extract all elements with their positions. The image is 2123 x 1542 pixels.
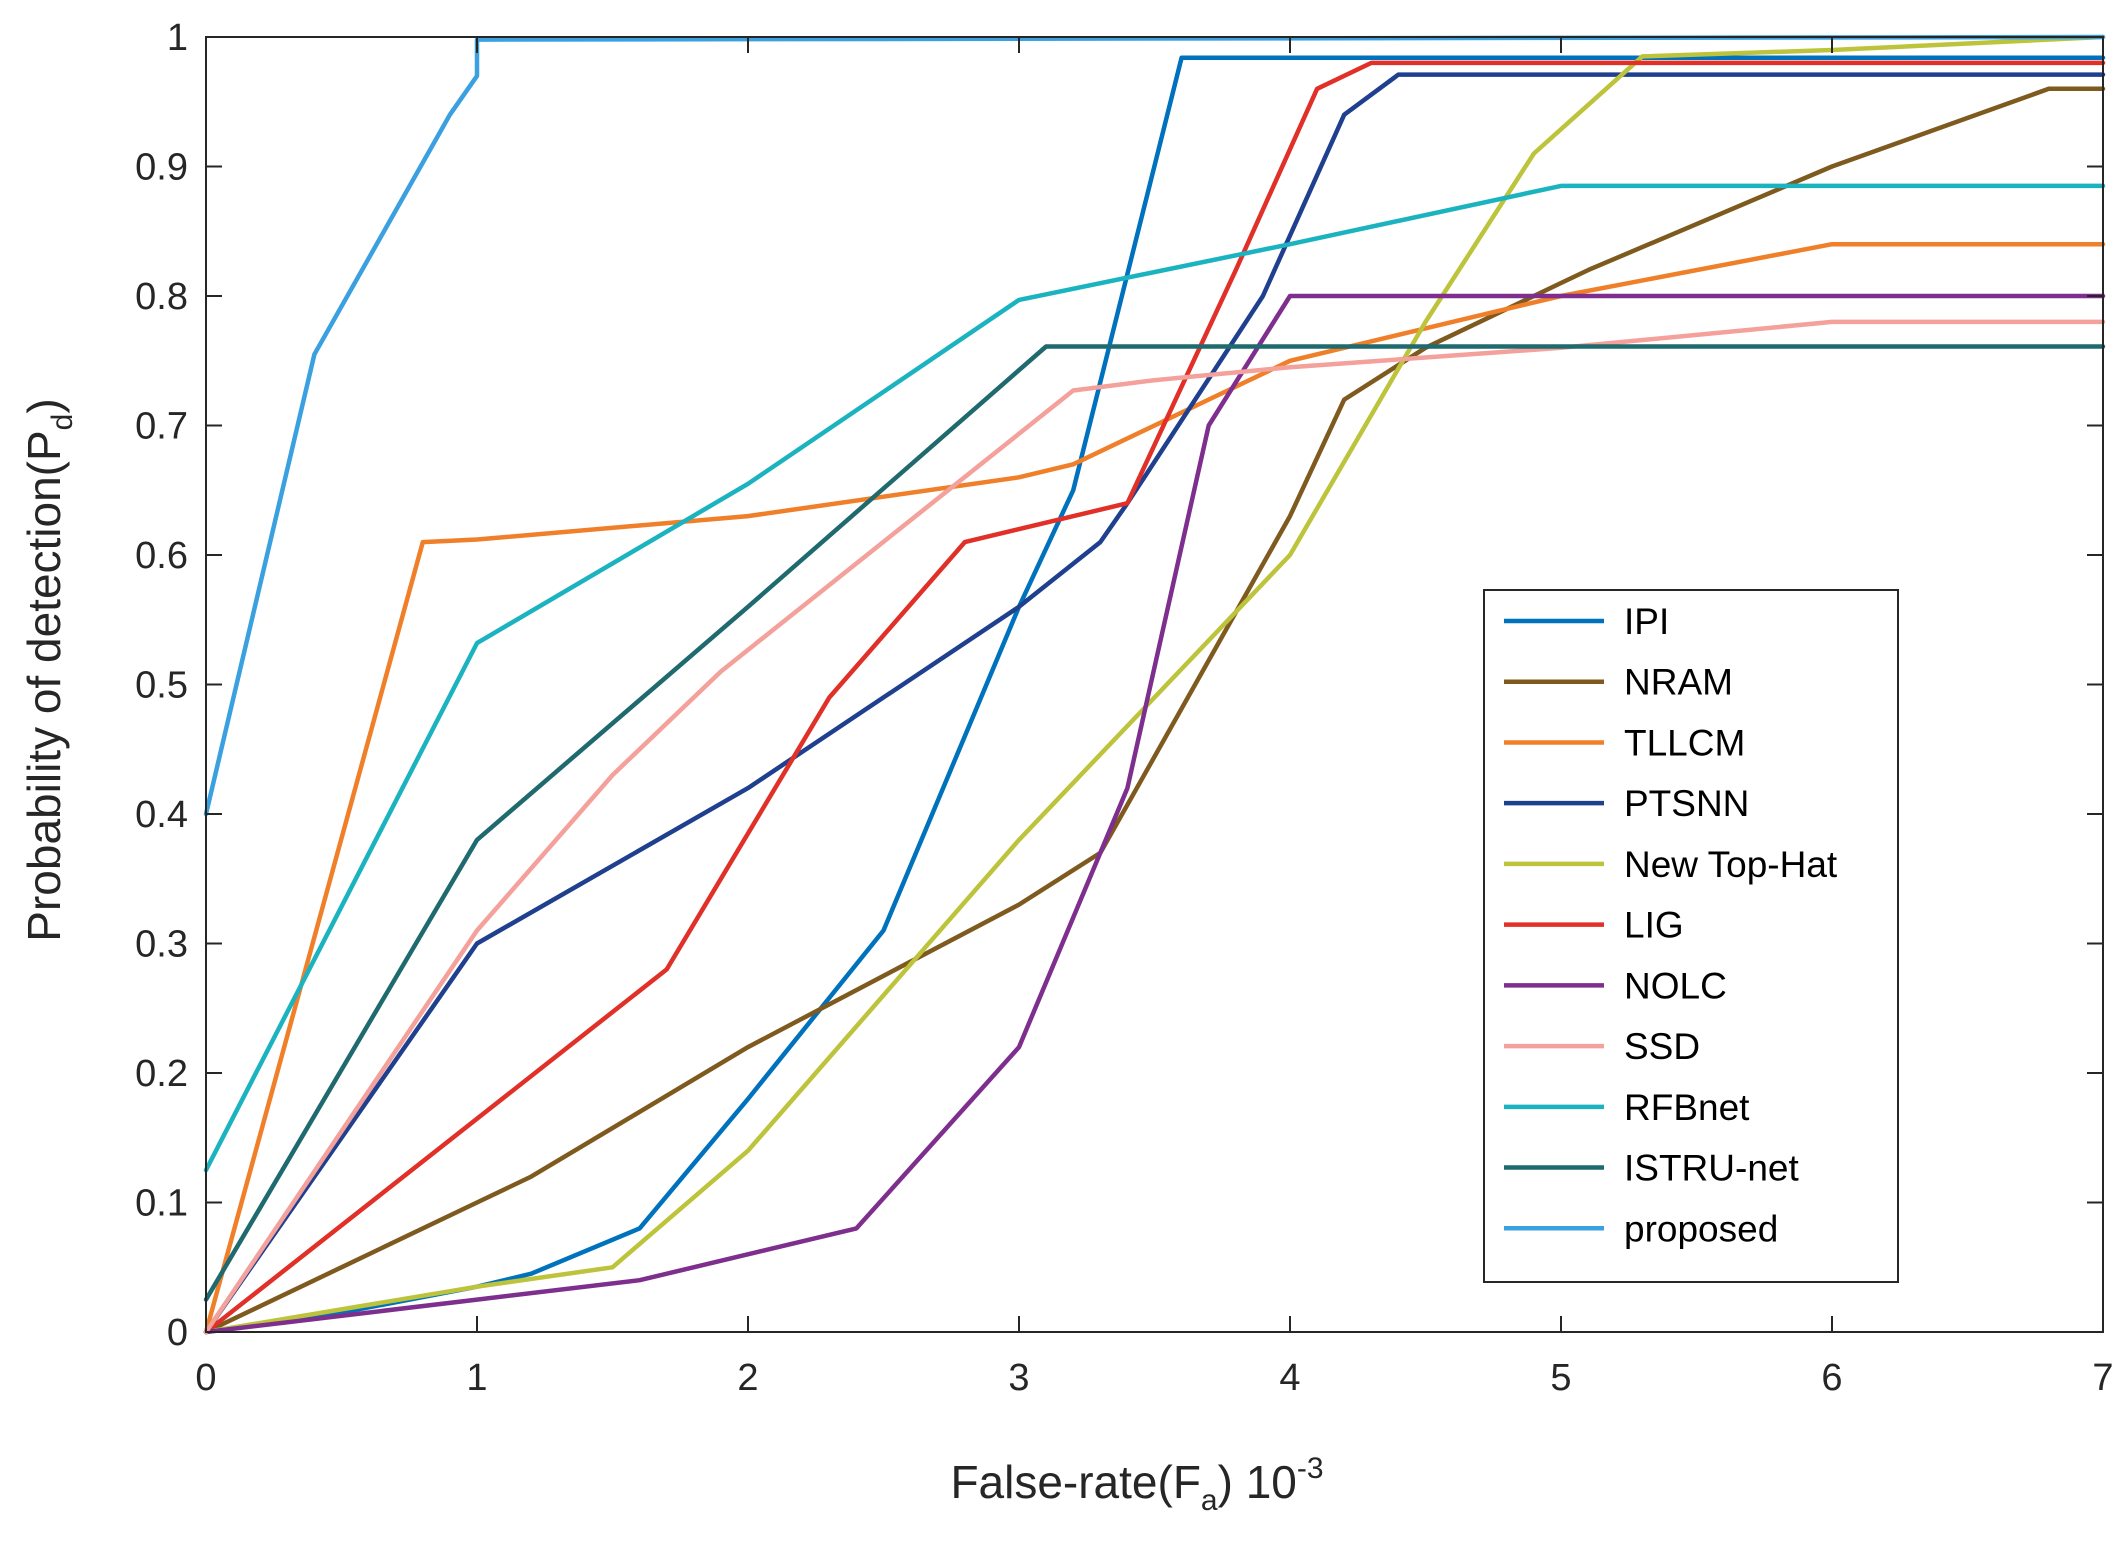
legend-label-proposed: proposed	[1624, 1208, 1778, 1249]
x-axis-label-main: False-rate(F	[950, 1456, 1200, 1508]
legend-label-new-top-hat: New Top-Hat	[1624, 844, 1838, 885]
y-axis-ticks: 0 0.1 0.2 0.3 0.4 0.5 0.6 0.7 0.8 0.9 1	[135, 17, 2103, 1354]
series-line-ptsnn	[203, 72, 2106, 1335]
legend-label-ptsnn: PTSNN	[1624, 783, 1749, 824]
series-line-istru-net	[203, 344, 2106, 1302]
x-axis-label-subscript: a	[1201, 1484, 1218, 1517]
x-tick-label: 0	[195, 1357, 216, 1399]
y-tick-label: 1	[167, 17, 188, 59]
y-tick-label: 0.8	[135, 276, 188, 318]
y-tick-label: 0.4	[135, 794, 188, 836]
series-layer	[203, 34, 2106, 1335]
x-tick-label: 2	[737, 1357, 758, 1399]
series-line-tllcm	[203, 241, 2106, 1335]
series-line-ssd	[203, 319, 2106, 1335]
y-tick-label: 0.1	[135, 1183, 188, 1225]
y-tick-label: 0.7	[135, 406, 188, 448]
y-axis-label-subscript: d	[46, 414, 79, 431]
x-tick-label: 1	[466, 1357, 487, 1399]
legend: IPI NRAM TLLCM PTSNN New Top-Hat LIG NOLC SSD RF…	[1483, 589, 1899, 1283]
series-line-new-top-hat	[203, 34, 2106, 1335]
y-tick-label: 0	[167, 1312, 188, 1354]
legend-label-ssd: SSD	[1624, 1026, 1700, 1067]
x-tick-label: 7	[2092, 1357, 2113, 1399]
y-axis-label: Probability of detection(Pd)	[18, 398, 79, 941]
y-tick-label: 0.6	[135, 535, 188, 577]
y-tick-label: 0.2	[135, 1053, 188, 1095]
x-tick-label: 4	[1279, 1357, 1300, 1399]
legend-items: IPI NRAM TLLCM PTSNN New Top-Hat LIG NOLC SSD RF…	[1504, 601, 1838, 1249]
x-axis-label: False-rate(Fa) 10-3	[950, 1452, 1323, 1517]
x-axis-label-superscript: -3	[1297, 1452, 1324, 1485]
x-axis-ticks: 0 1 2 3 4 5 6 7	[195, 37, 2114, 1399]
series-line-nolc	[203, 293, 2106, 1335]
series-line-rfbnet	[203, 183, 2106, 1173]
x-tick-label: 5	[1550, 1357, 1571, 1399]
y-tick-label: 0.9	[135, 147, 188, 189]
legend-label-rfbnet: RFBnet	[1624, 1087, 1750, 1128]
y-tick-label: 0.3	[135, 924, 188, 966]
legend-label-nolc: NOLC	[1624, 965, 1727, 1006]
series-line-nram	[203, 86, 2106, 1335]
legend-label-nram: NRAM	[1624, 662, 1733, 703]
legend-label-istru-net: ISTRU-net	[1624, 1148, 1799, 1189]
x-axis-label-tail: ) 10	[1218, 1456, 1297, 1508]
y-axis-label-main: Probability of detection(P	[18, 430, 70, 941]
legend-label-tllcm: TLLCM	[1624, 722, 1745, 763]
legend-label-lig: LIG	[1624, 905, 1684, 946]
x-tick-label: 3	[1008, 1357, 1029, 1399]
y-tick-label: 0.5	[135, 665, 188, 707]
legend-label-ipi: IPI	[1624, 601, 1669, 642]
y-axis-label-tail: )	[18, 398, 70, 413]
x-tick-label: 6	[1821, 1357, 1842, 1399]
series-line-lig	[203, 60, 2106, 1335]
